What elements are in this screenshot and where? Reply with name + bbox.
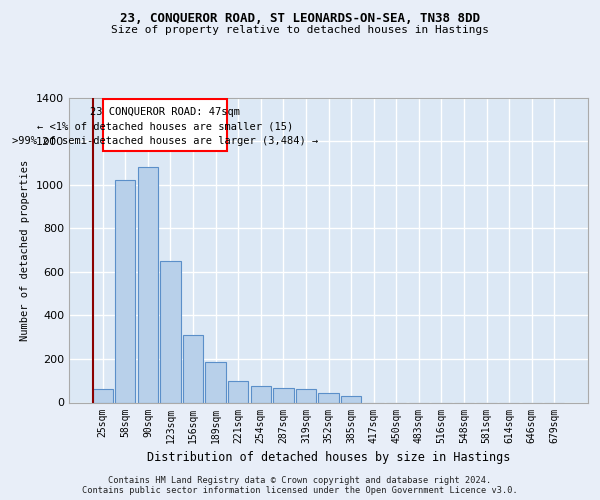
Y-axis label: Number of detached properties: Number of detached properties (20, 160, 31, 340)
X-axis label: Distribution of detached houses by size in Hastings: Distribution of detached houses by size … (147, 451, 510, 464)
Text: 23, CONQUEROR ROAD, ST LEONARDS-ON-SEA, TN38 8DD: 23, CONQUEROR ROAD, ST LEONARDS-ON-SEA, … (120, 12, 480, 26)
Bar (296, 390, 316, 402)
Text: 23 CONQUEROR ROAD: 47sqm: 23 CONQUEROR ROAD: 47sqm (90, 107, 240, 117)
Bar (183, 335, 203, 402)
Bar (205, 362, 226, 403)
Bar (92, 390, 113, 402)
Text: Contains HM Land Registry data © Crown copyright and database right 2024.: Contains HM Land Registry data © Crown c… (109, 476, 491, 485)
Bar (228, 380, 248, 402)
Bar (251, 386, 271, 402)
Bar (273, 388, 293, 402)
Bar (319, 392, 338, 402)
Bar (115, 180, 136, 402)
Bar (160, 261, 181, 402)
Text: >99% of semi-detached houses are larger (3,484) →: >99% of semi-detached houses are larger … (12, 136, 318, 146)
Text: Size of property relative to detached houses in Hastings: Size of property relative to detached ho… (111, 25, 489, 35)
Bar (341, 396, 361, 402)
Bar (138, 167, 158, 402)
Text: Contains public sector information licensed under the Open Government Licence v3: Contains public sector information licen… (82, 486, 518, 495)
Text: ← <1% of detached houses are smaller (15): ← <1% of detached houses are smaller (15… (37, 122, 293, 132)
Bar (103, 98, 227, 151)
